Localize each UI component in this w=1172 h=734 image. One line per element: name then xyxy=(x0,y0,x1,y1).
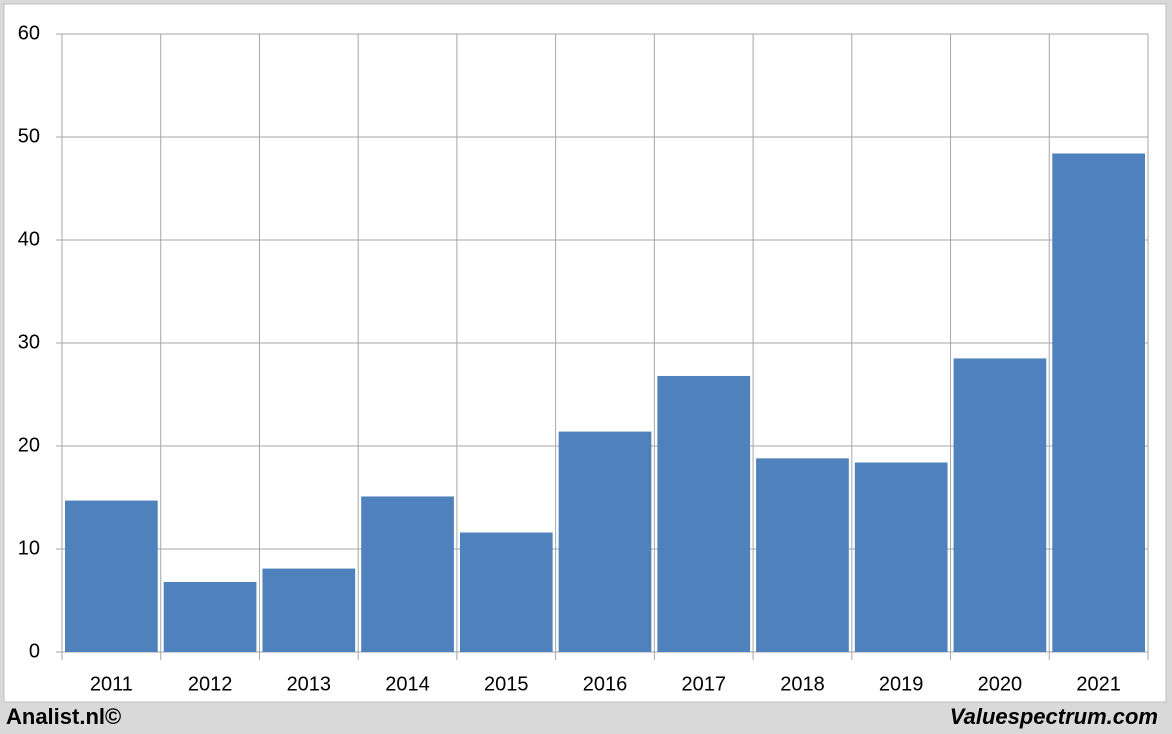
bar xyxy=(1052,153,1145,653)
bar xyxy=(262,568,356,652)
bar xyxy=(65,500,158,652)
x-tick-label: 2016 xyxy=(583,673,628,695)
x-tick-label: 2020 xyxy=(978,673,1023,695)
x-tick-label: 2018 xyxy=(780,673,825,695)
bar xyxy=(854,462,948,652)
y-tick-label: 50 xyxy=(18,125,40,147)
x-tick-label: 2017 xyxy=(681,673,726,695)
footer-right: Valuespectrum.com xyxy=(950,704,1158,729)
bar xyxy=(756,458,849,652)
y-tick-label: 0 xyxy=(29,640,40,662)
bar xyxy=(163,581,257,652)
footer-left: Analist.nl© xyxy=(6,704,121,729)
x-tick-label: 2015 xyxy=(484,673,529,695)
x-tick-label: 2019 xyxy=(879,673,924,695)
bar xyxy=(657,375,751,652)
x-tick-label: 2014 xyxy=(385,673,430,695)
y-tick-label: 30 xyxy=(18,331,40,353)
bar xyxy=(361,496,454,652)
x-tick-label: 2013 xyxy=(287,673,332,695)
y-tick-label: 20 xyxy=(18,434,40,456)
x-tick-label: 2011 xyxy=(90,673,133,695)
y-tick-label: 60 xyxy=(18,22,40,44)
y-tick-label: 40 xyxy=(18,228,40,250)
bar xyxy=(459,532,553,652)
y-tick-label: 10 xyxy=(18,537,40,559)
bar xyxy=(953,358,1047,652)
x-tick-label: 2012 xyxy=(188,673,233,695)
x-tick-label: 2021 xyxy=(1076,673,1121,695)
bar xyxy=(558,431,652,652)
